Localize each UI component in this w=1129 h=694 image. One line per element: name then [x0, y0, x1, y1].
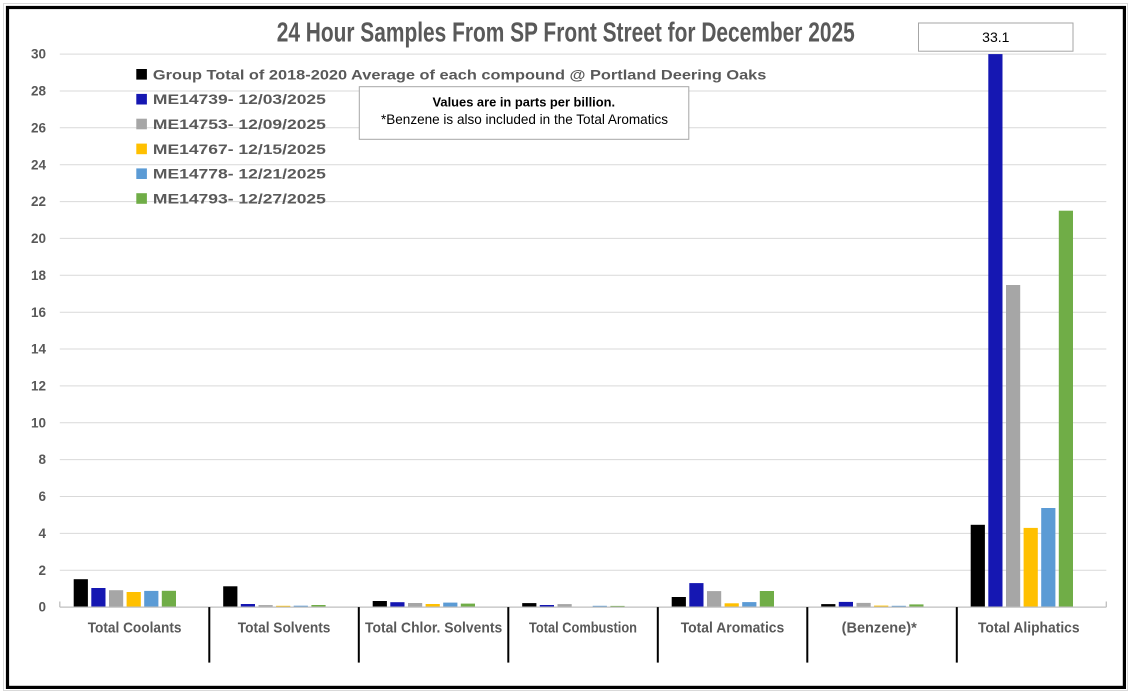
svg-text:4: 4 [38, 526, 46, 541]
svg-text:Total Coolants: Total Coolants [88, 619, 182, 636]
svg-text:18: 18 [31, 268, 47, 283]
svg-text:16: 16 [31, 305, 47, 320]
svg-text:Values are in parts per billio: Values are in parts per billion. [433, 94, 616, 109]
svg-text:Total Aromatics: Total Aromatics [681, 619, 785, 636]
svg-text:Group Total of 2018-2020 Avera: Group Total of 2018-2020 Average of each… [153, 66, 767, 82]
svg-text:ME14767- 12/15/2025: ME14767- 12/15/2025 [153, 141, 326, 157]
svg-text:8: 8 [38, 452, 46, 467]
svg-text:Total Solvents: Total Solvents [238, 619, 331, 636]
svg-text:33.1: 33.1 [982, 29, 1009, 45]
svg-text:2: 2 [38, 563, 46, 578]
svg-text:Total Combustion: Total Combustion [529, 619, 637, 636]
svg-text:*Benzene is also included in t: *Benzene is also included in the Total A… [381, 111, 668, 127]
svg-text:Total Aliphatics: Total Aliphatics [978, 619, 1080, 636]
svg-text:(Benzene)*: (Benzene)* [842, 619, 917, 636]
svg-text:ME14739- 12/03/2025: ME14739- 12/03/2025 [153, 91, 326, 107]
svg-text:6: 6 [38, 489, 46, 504]
svg-text:ME14778- 12/21/2025: ME14778- 12/21/2025 [153, 166, 326, 182]
svg-text:22: 22 [31, 194, 46, 209]
svg-text:30: 30 [31, 47, 46, 62]
svg-text:ME14793- 12/27/2025: ME14793- 12/27/2025 [153, 191, 326, 207]
svg-text:10: 10 [31, 415, 46, 430]
svg-text:24 Hour Samples From SP Front: 24 Hour Samples From SP Front Street for… [277, 17, 855, 48]
svg-text:0: 0 [38, 600, 46, 615]
svg-text:28: 28 [31, 84, 47, 99]
svg-text:12: 12 [31, 379, 46, 394]
svg-text:20: 20 [31, 231, 46, 246]
svg-text:26: 26 [31, 120, 47, 135]
svg-text:ME14753- 12/09/2025: ME14753- 12/09/2025 [153, 116, 326, 132]
svg-text:Total Chlor. Solvents: Total Chlor. Solvents [365, 619, 502, 636]
svg-text:14: 14 [31, 342, 47, 357]
svg-text:24: 24 [31, 157, 47, 172]
